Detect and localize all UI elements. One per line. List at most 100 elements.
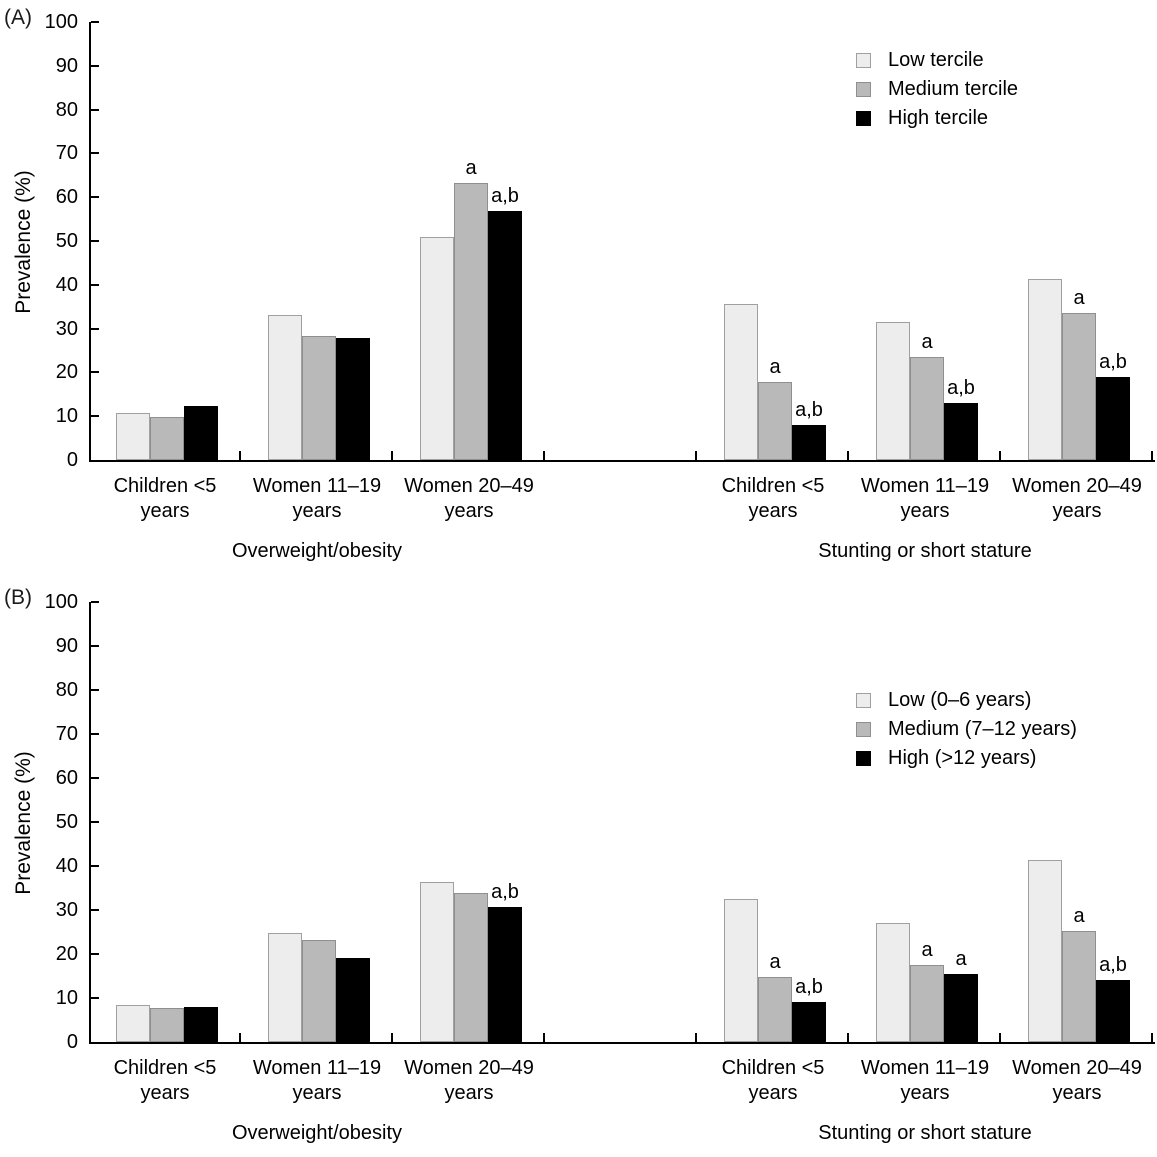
y-axis-tick [91,909,99,911]
bar-medium [910,356,944,460]
legend-swatch-icon [856,693,871,708]
y-tick-label: 60 [55,186,78,209]
x-axis-tick [999,1033,1001,1042]
bar-annotation: a,b [491,185,519,208]
bar-medium [910,965,944,1042]
y-axis-tick [91,327,99,330]
y-tick-label: 30 [55,317,78,340]
y-tick-label: 20 [55,361,78,384]
x-category-label-line: years [444,500,494,522]
x-axis-tick [543,1033,545,1042]
bar-low [420,882,454,1042]
x-category-label: Women 20–49 years [992,474,1157,524]
legend-label: High tercile [888,107,989,129]
bar-annotation: a,b [491,880,519,903]
bar-annotation: a,b [795,398,823,421]
x-category-label: Women 11–19 years [232,1056,402,1106]
bar-high [1096,376,1130,460]
bar-low [268,315,302,460]
bar-annotation: a [465,156,477,179]
bar-high [944,403,978,460]
legend-item: High tercile [856,104,1018,133]
x-axis-tick [1151,451,1153,460]
y-axis-tick [91,645,99,647]
bar-medium [302,336,336,460]
bar-annotation: a,b [795,976,823,999]
bar-low [724,899,758,1042]
x-category-label-line: Women 20–49 [404,475,534,497]
x-category-label: Children <5 years [688,1056,858,1106]
y-tick-label: 50 [55,230,78,252]
y-axis-tick [91,196,99,199]
y-axis-tick [91,108,99,111]
x-category-label-line: years [1052,1082,1102,1104]
x-axis-tick [543,451,545,460]
y-tick-label: 40 [55,855,78,877]
x-category-label: Women 11–19 years [840,474,1010,524]
x-category-label-line: years [900,500,950,522]
y-axis-tick [91,601,99,603]
bar-high [184,406,218,460]
x-category-label-line: years [748,500,798,522]
x-category-label: Women 11–19 years [232,474,402,524]
legend-swatch-icon [856,82,871,97]
y-tick-label: 90 [55,635,78,657]
x-category-label-line: Women 11–19 [252,1057,382,1079]
bar-annotation: a [1073,904,1085,927]
legend-label: Low (0–6 years) [888,689,1032,711]
bar-low [1028,860,1062,1042]
x-category-label-line: Children <5 [113,1057,217,1079]
x-category-label-line: years [444,1082,494,1104]
y-tick-label: 30 [55,899,78,921]
x-category-label-line: Women 11–19 [860,1057,990,1079]
section-label-overweight-a: Overweight/obesity [231,540,403,562]
bar-low [1028,279,1062,460]
section-label-overweight-b: Overweight/obesity [231,1122,403,1144]
x-category-label-line: Children <5 [113,475,217,497]
legend-item: Low tercile [856,46,1018,75]
x-category-label-line: years [292,1082,342,1104]
bar-high [488,906,522,1042]
x-category-label: Children <5 years [80,474,250,524]
bar-annotation: a [955,947,967,970]
bar-low [268,932,302,1042]
x-axis-tick [847,451,849,460]
y-axis-tick [91,64,99,67]
bar-high [792,424,826,460]
bar-annotation: a [769,950,781,973]
y-axis-tick [91,865,99,867]
legend-label: Low tercile [888,49,984,71]
x-category-label-line: Women 20–49 [1012,475,1142,497]
y-tick-label: 80 [55,679,78,701]
bar-annotation: a [1073,286,1085,309]
plot-area-panel-a [89,22,1155,462]
section-label-stunting-a: Stunting or short stature [818,540,1032,562]
legend-swatch-icon [856,751,871,766]
bar-medium [454,182,488,460]
bar-low [116,413,150,460]
x-category-label-line: years [1052,500,1102,522]
x-axis-tick [847,1033,849,1042]
x-category-label-line: years [140,500,190,522]
bar-high [944,973,978,1042]
x-category-label-line: years [140,1082,190,1104]
bar-medium [454,893,488,1042]
x-category-label: Children <5 years [688,474,858,524]
bar-high [488,211,522,460]
x-category-label: Women 20–49 years [384,1056,554,1106]
legend-label: Medium tercile [888,78,1019,100]
bar-annotation: a [769,356,781,379]
bar-medium [150,417,184,460]
x-category-label-line: Children <5 [721,1057,825,1079]
x-category-label-line: Women 20–49 [1012,1057,1142,1079]
y-tick-label: 0 [66,449,78,471]
x-axis-tick [1151,1033,1153,1042]
y-tick-label: 10 [55,987,78,1009]
y-tick-label: 50 [55,811,78,833]
bar-annotation: a,b [1099,954,1127,977]
x-category-label: Women 20–49 years [384,474,554,524]
y-tick-label: 20 [55,943,78,965]
x-axis-tick [695,451,697,460]
legend-item: Medium tercile [856,75,1018,104]
legend-item: Low (0–6 years) [856,686,1077,715]
